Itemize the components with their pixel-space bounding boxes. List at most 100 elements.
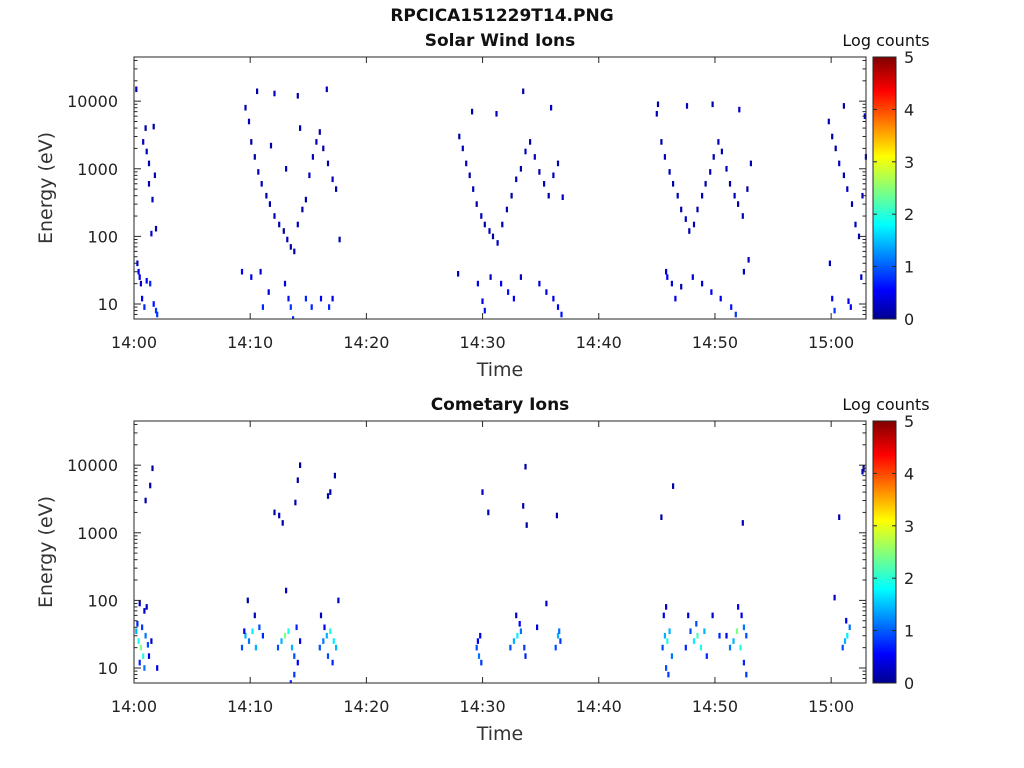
heatmap-cell (278, 221, 281, 228)
heatmap-cell (556, 304, 560, 310)
heatmap-cell (719, 295, 722, 302)
heatmap-cell (672, 483, 675, 489)
heatmap-cell (293, 248, 296, 255)
heatmap-cell (289, 304, 292, 310)
heatmap-cell (326, 160, 330, 167)
heatmap-cell (247, 638, 251, 644)
heatmap-cell (481, 489, 484, 495)
colorbar-tick-label: 4 (904, 464, 914, 483)
heatmap-cell (280, 638, 283, 644)
heatmap-cell (259, 268, 262, 275)
heatmap-cells (135, 462, 865, 683)
heatmap-cell (701, 280, 704, 287)
y-tick-label: 10000 (67, 456, 118, 475)
heatmap-cell (457, 271, 460, 277)
x-tick-label: 14:50 (692, 333, 738, 352)
heatmap-cell (827, 118, 830, 125)
x-axis-label: Time (476, 723, 524, 745)
heatmap-cell (465, 160, 468, 167)
plot-frame (133, 420, 867, 684)
y-axis-label: Energy (eV) (35, 132, 57, 244)
heatmap-cell (522, 503, 525, 509)
heatmap-cell (831, 133, 834, 140)
heatmap-cell (735, 628, 739, 634)
heatmap-cell (142, 653, 145, 659)
plot-frame (133, 56, 867, 320)
heatmap-cell (461, 145, 464, 152)
heatmap-cell (734, 311, 737, 318)
colorbar-frame (872, 420, 897, 684)
x-tick-label: 15:00 (808, 333, 854, 352)
heatmap-cell (146, 642, 149, 648)
heatmap-cell (496, 240, 499, 246)
heatmap-cell (661, 644, 664, 651)
colorbar-tick-label: 0 (904, 674, 914, 693)
heatmap-cell (338, 236, 341, 243)
heatmap-cell (283, 632, 287, 639)
heatmap-cell (660, 139, 663, 145)
panel-2-title: Cometary Ions (430, 395, 570, 415)
heatmap-cell (501, 221, 504, 228)
colorbar-gradient (873, 57, 896, 319)
heatmap-cell (318, 129, 321, 135)
heatmap-cell (845, 617, 848, 624)
heatmap-cell (145, 278, 148, 284)
heatmap-cell (149, 482, 152, 489)
heatmap-cell (136, 621, 139, 627)
heatmap-cell (538, 280, 541, 287)
heatmap-cell (326, 653, 330, 659)
heatmap-cell (331, 295, 334, 302)
heatmap-cell (742, 624, 745, 631)
heatmap-cell (842, 103, 845, 109)
heatmap-cell (834, 145, 837, 152)
heatmap-cell (524, 463, 527, 470)
heatmap-cell (552, 172, 555, 179)
heatmap-cell (296, 659, 299, 666)
heatmap-cell (304, 295, 307, 302)
x-tick-label: 14:20 (343, 697, 389, 716)
heatmap-cell (332, 638, 335, 644)
heatmap-cell (518, 621, 521, 627)
heatmap-cell (737, 604, 740, 610)
heatmap-cell (333, 472, 336, 479)
heatmap-cell (144, 125, 147, 131)
heatmap-cell (854, 221, 857, 228)
heatmap-cell (147, 653, 151, 659)
heatmap-cell (318, 644, 321, 651)
heatmap-cell (704, 181, 707, 187)
heatmap-cell (141, 624, 144, 631)
heatmap-cell (138, 274, 141, 280)
heatmap-cell (154, 307, 158, 314)
heatmap-cell (325, 86, 328, 93)
heatmap-cell (745, 632, 748, 639)
heatmap-cell (696, 632, 699, 639)
heatmap-cell (691, 274, 694, 280)
heatmap-cell (556, 160, 560, 167)
heatmap-cell (559, 638, 562, 644)
plot-area (134, 421, 866, 683)
heatmap-cell (550, 104, 553, 111)
heatmap-cell (665, 268, 668, 275)
heatmap-cell (487, 509, 490, 516)
heatmap-cell (510, 192, 513, 199)
heatmap-cell (536, 624, 539, 631)
heatmap-cell (480, 659, 483, 666)
x-tick-label: 14:10 (227, 697, 273, 716)
heatmap-cell (294, 499, 297, 506)
heatmap-cell (311, 154, 314, 160)
heatmap-cell (552, 295, 555, 302)
heatmap-cell (512, 295, 515, 302)
heatmap-cell (543, 181, 546, 187)
heatmap-cell (471, 108, 474, 115)
heatmap-cell (304, 196, 307, 203)
heatmap-cell (141, 295, 144, 302)
heatmap-cell (741, 520, 744, 526)
heatmap-cell (738, 106, 741, 113)
colorbar-frame (872, 56, 897, 320)
heatmap-cell (153, 172, 156, 179)
y-tick-label: 100 (87, 591, 118, 610)
heatmap-cell (519, 166, 522, 172)
heatmap-cell (319, 612, 323, 619)
heatmap-cell (666, 274, 669, 280)
heatmap-cell (737, 201, 740, 207)
